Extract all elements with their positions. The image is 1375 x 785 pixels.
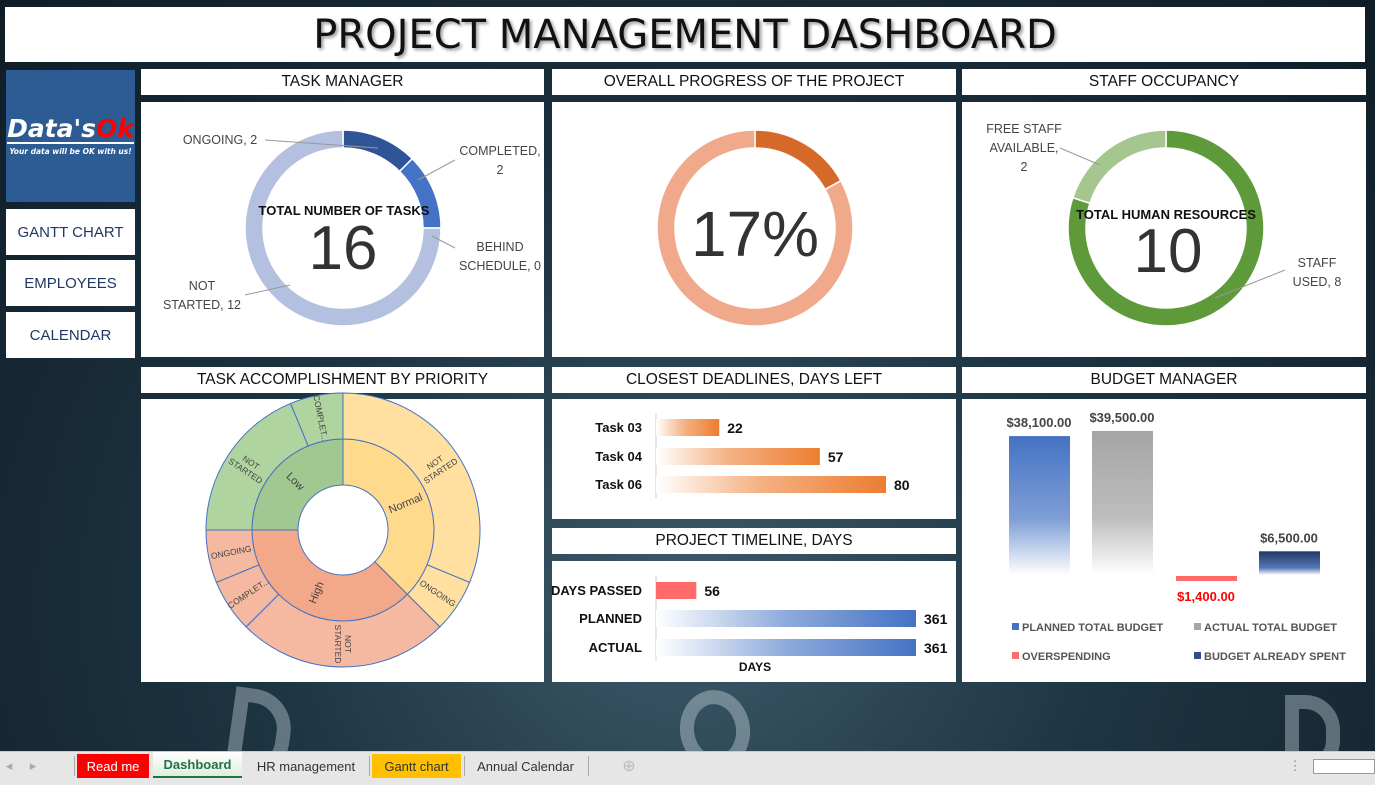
- timeline-category-label: ACTUAL: [589, 640, 642, 655]
- tab-hr-management[interactable]: HR management: [256, 758, 356, 774]
- task-donut-slice: [244, 129, 442, 327]
- timeline-bar: [656, 610, 916, 627]
- progress-header: OVERALL PROGRESS OF THE PROJECT: [552, 69, 956, 95]
- budget-bar: [1009, 436, 1070, 575]
- deadline-value-label: 57: [828, 449, 844, 465]
- leader-line: [1059, 147, 1101, 166]
- scroll-left-icon[interactable]: ◂: [5, 758, 13, 773]
- budget-legend-label: BUDGET ALREADY SPENT: [1204, 651, 1346, 663]
- deadline-value-label: 80: [894, 477, 910, 493]
- budget-legend-swatch: [1194, 652, 1201, 659]
- scroll-right-icon[interactable]: ▸: [29, 758, 37, 773]
- charts-layer: NormalNOTSTARTEDONGOINGHighNOTSTARTEDCOM…: [205, 129, 1346, 674]
- deadline-category-label: Task 04: [595, 449, 643, 464]
- task-total-label: TOTAL NUMBER OF TASKS: [258, 203, 430, 218]
- label-line: STARTED: [333, 625, 343, 664]
- deadline-value-label: 22: [727, 420, 743, 436]
- budget-header: BUDGET MANAGER: [962, 367, 1366, 393]
- page-title: PROJECT MANAGEMENT DASHBOARD: [5, 7, 1365, 62]
- tab-gantt-chart[interactable]: Gantt chart: [372, 754, 461, 778]
- budget-value-label: $1,400.00: [1177, 589, 1235, 604]
- logo: Data'sOk Your data will be OK with us!: [6, 70, 135, 202]
- timeline-bar: [656, 639, 916, 656]
- staff-donut-slice: [1067, 129, 1265, 327]
- budget-value-label: $39,500.00: [1089, 410, 1154, 425]
- nav-calendar-button[interactable]: CALENDAR: [6, 312, 135, 358]
- deadline-category-label: Task 06: [595, 477, 642, 492]
- task-manager-header: TASK MANAGER: [141, 69, 544, 95]
- staff-header: STAFF OCCUPANCY: [962, 69, 1366, 95]
- sunburst-outer-segment: [289, 392, 344, 447]
- label-ongoing: ONGOING, 2: [182, 133, 258, 147]
- label-staff-used: STAFF USED, 8: [1292, 256, 1342, 289]
- tab-dashboard[interactable]: Dashboard: [153, 752, 242, 778]
- label-not-started: NOT STARTED, 12: [162, 279, 242, 312]
- budget-bar: [1259, 551, 1320, 575]
- timeline-bar: [656, 582, 697, 599]
- staff-donut-slice: [1071, 129, 1167, 205]
- sunburst-outer-segment: [342, 392, 481, 584]
- budget-legend-swatch: [1012, 652, 1019, 659]
- leader-line: [1214, 269, 1286, 299]
- priority-header: TASK ACCOMPLISHMENT BY PRIORITY: [141, 367, 544, 393]
- timeline-value-label: 361: [924, 640, 948, 656]
- tab-read-me[interactable]: Read me: [77, 754, 149, 778]
- more-options-icon[interactable]: ⋮: [1288, 758, 1302, 773]
- staff-total-label: TOTAL HUMAN RESOURCES: [1076, 207, 1256, 222]
- budget-legend-swatch: [1194, 623, 1201, 630]
- progress-donut-slice: [754, 129, 842, 191]
- add-sheet-icon[interactable]: ⊕: [622, 758, 636, 775]
- sunburst-outer-label: NOTSTARTED: [333, 625, 353, 664]
- deadline-bar: [656, 419, 720, 436]
- nav-employees-button[interactable]: EMPLOYEES: [6, 260, 135, 306]
- deadline-bar: [656, 476, 886, 493]
- deadline-bar: [656, 448, 820, 465]
- label-completed: COMPLETED, 2: [459, 144, 541, 177]
- sheet-tab-bar: ◂ ▸ Read me Dashboard HR management Gant…: [0, 751, 1375, 785]
- timeline-axis-title: DAYS: [739, 660, 771, 674]
- budget-value-label: $6,500.00: [1260, 530, 1318, 545]
- timeline-header: PROJECT TIMELINE, DAYS: [552, 528, 956, 554]
- budget-value-label: $38,100.00: [1006, 415, 1071, 430]
- budget-legend-label: PLANNED TOTAL BUDGET: [1022, 622, 1163, 634]
- timeline-category-label: DAYS PASSED: [551, 583, 642, 598]
- task-total-value: 16: [308, 214, 378, 283]
- progress-donut-slice: [656, 129, 854, 327]
- label-free-staff: FREE STAFF AVAILABLE, 2: [986, 122, 1062, 174]
- horizontal-scrollbar[interactable]: [1313, 759, 1375, 774]
- sunburst-outer-segment: [245, 593, 441, 668]
- deadlines-header: CLOSEST DEADLINES, DAYS LEFT: [552, 367, 956, 393]
- label-behind-schedule: BEHIND SCHEDULE, 0: [459, 240, 541, 273]
- leader-line: [417, 159, 456, 181]
- label-line: NOT: [343, 635, 353, 653]
- budget-bar: [1176, 576, 1237, 581]
- timeline-value-label: 361: [924, 611, 948, 627]
- budget-bar: [1092, 431, 1153, 575]
- timeline-category-label: PLANNED: [579, 611, 642, 626]
- budget-legend-label: OVERSPENDING: [1022, 651, 1111, 663]
- tab-annual-calendar[interactable]: Annual Calendar: [477, 758, 574, 774]
- progress-value: 17%: [690, 198, 820, 270]
- budget-legend-swatch: [1012, 623, 1019, 630]
- task-donut-slice: [342, 129, 414, 173]
- deadline-category-label: Task 03: [595, 420, 642, 435]
- nav-gantt-chart-button[interactable]: GANTT CHART: [6, 209, 135, 255]
- staff-total-value: 10: [1133, 217, 1203, 286]
- timeline-value-label: 56: [704, 583, 720, 599]
- leader-line: [431, 235, 456, 249]
- leader-line: [244, 284, 291, 296]
- budget-legend-label: ACTUAL TOTAL BUDGET: [1204, 622, 1337, 634]
- leader-line: [264, 139, 379, 149]
